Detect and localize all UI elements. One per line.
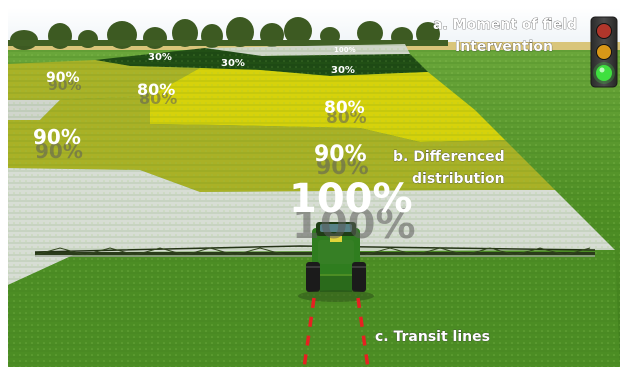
zone-label-center-lower: 90% <box>314 142 367 167</box>
rate-zones <box>8 44 615 285</box>
callout-c: c. Transit lines <box>375 329 490 345</box>
transit-lines <box>302 297 370 369</box>
zone-label-front-center-shadow: 100% <box>292 202 416 248</box>
callouts: a. Moment of field Intervention b. Diffe… <box>375 17 578 346</box>
zone-label-far-mid: 30% <box>221 58 245 69</box>
callout-b-line1: b. Differenced <box>393 149 505 165</box>
zone-label-center-upper: 80% <box>324 98 365 118</box>
zone-label-left-lower: 90% <box>33 125 81 149</box>
zone-labels: 100% 30% 30% 30% 90% 90% 80% 80% 80% 80%… <box>33 46 416 248</box>
sprayer-tractor <box>298 222 374 302</box>
traffic-light-amber <box>596 44 612 60</box>
transit-line-left <box>302 297 316 369</box>
traffic-light-red <box>596 23 612 39</box>
transit-line-right <box>356 297 370 369</box>
zone-label-center-upper-shadow: 80% <box>326 108 367 128</box>
zone-label-far-right: 30% <box>331 65 355 76</box>
callout-b-line2: distribution <box>412 171 505 187</box>
zone-label-far-top: 100% <box>334 46 356 54</box>
zone-label-far-left: 30% <box>148 52 172 63</box>
zone-label-center-lower-shadow: 90% <box>316 155 369 180</box>
tree-line <box>8 17 448 50</box>
zone-label-mid-upper-shadow: 80% <box>139 89 177 108</box>
traffic-light <box>590 16 618 88</box>
zone-label-left-upper: 90% <box>46 70 80 86</box>
callout-a-line2: Intervention <box>455 39 553 55</box>
zone-label-left-upper-shadow: 90% <box>48 78 82 94</box>
zone-label-mid-upper: 80% <box>137 80 175 99</box>
zone-label-front-center: 100% <box>289 176 413 222</box>
zone-label-left-lower-shadow: 90% <box>35 139 83 163</box>
callout-a-line1: a. Moment of field <box>433 17 577 33</box>
